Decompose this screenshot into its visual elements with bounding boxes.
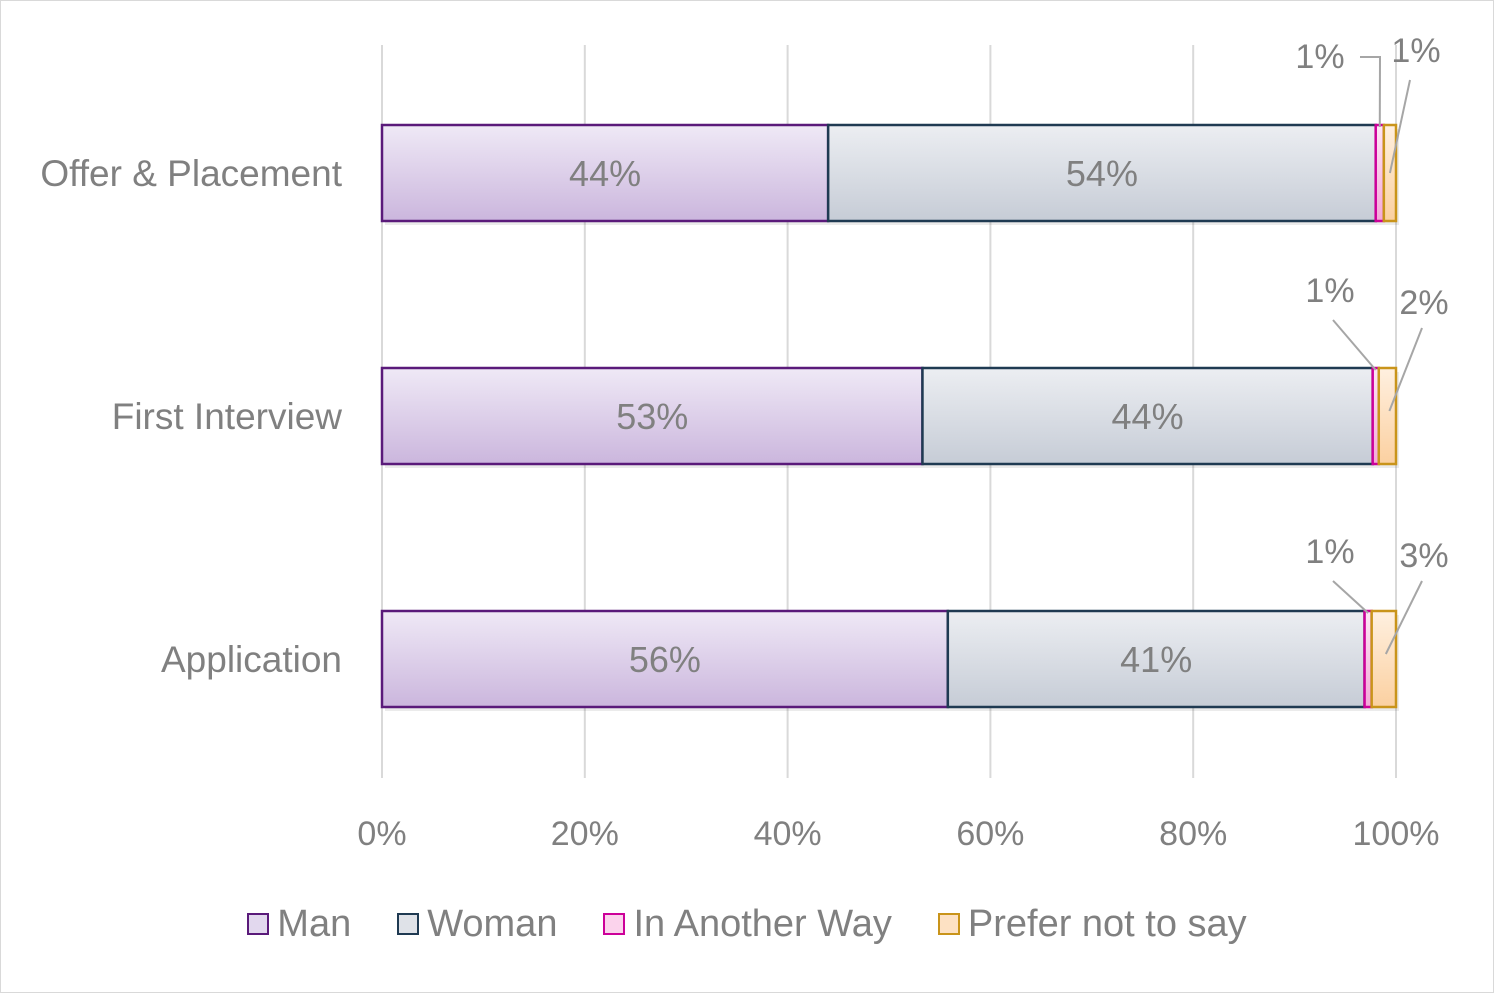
leader-line — [1388, 327, 1423, 412]
x-tick-label: 40% — [754, 815, 822, 853]
leader-line — [1332, 580, 1369, 614]
data-label: 2% — [1399, 284, 1448, 322]
bar-segment-man — [380, 366, 924, 466]
data-label: 1% — [1295, 38, 1344, 76]
data-label: 1% — [1391, 32, 1440, 70]
legend-swatch — [603, 913, 626, 935]
x-tick-label: 0% — [357, 815, 406, 853]
legend-label: Man — [277, 902, 352, 945]
data-label: 44% — [569, 153, 641, 194]
bar-segment-prefer-not-to-say — [1377, 366, 1398, 466]
data-label: 44% — [1112, 396, 1184, 437]
legend-label: Woman — [427, 902, 558, 945]
leader-line — [1332, 319, 1377, 371]
x-tick-label: 20% — [551, 815, 619, 853]
data-label: 56% — [629, 639, 701, 680]
category-label: First Interview — [112, 396, 343, 437]
legend: Man Woman In Another Way Prefer not to say — [0, 900, 1494, 948]
bar-segment-man — [380, 609, 950, 709]
bar-segment-prefer-not-to-say — [1370, 609, 1398, 709]
leader-line — [1360, 56, 1382, 128]
stacked-bar-chart: 44% 54% 1% 1% 53% 44% 1% 2% 56% 41% 1% 3% 0% 20% 40% 6… — [40, 32, 1448, 853]
legend-item-prefer-not-to-say: Prefer not to say — [937, 902, 1247, 946]
leader-line — [1384, 580, 1423, 655]
x-tick-label: 60% — [956, 815, 1024, 853]
legend-swatch — [397, 913, 420, 935]
leader-line — [1388, 79, 1411, 174]
category-label: Offer & Placement — [40, 153, 342, 194]
legend-label: In Another Way — [633, 902, 892, 945]
legend-item-man: Man — [247, 903, 351, 946]
x-tick-label: 100% — [1353, 815, 1440, 853]
data-label: 1% — [1305, 533, 1354, 571]
data-label: 3% — [1399, 537, 1448, 575]
category-label: Application — [161, 639, 342, 680]
legend-label: Prefer not to say — [967, 902, 1247, 945]
x-tick-label: 80% — [1159, 815, 1227, 853]
legend-item-woman: Woman — [397, 903, 557, 946]
data-label: 41% — [1120, 639, 1192, 680]
legend-item-in-another-way: In Another Way — [603, 902, 892, 946]
bar-segment-woman — [921, 366, 1374, 466]
data-label: 53% — [616, 396, 688, 437]
bar-segment-woman — [946, 609, 1366, 709]
legend-swatch — [937, 913, 960, 935]
data-label: 54% — [1066, 153, 1138, 194]
data-label: 1% — [1305, 272, 1354, 310]
bar-segment-woman — [826, 123, 1377, 223]
bar-segment-man — [380, 123, 830, 223]
legend-swatch — [247, 913, 270, 935]
